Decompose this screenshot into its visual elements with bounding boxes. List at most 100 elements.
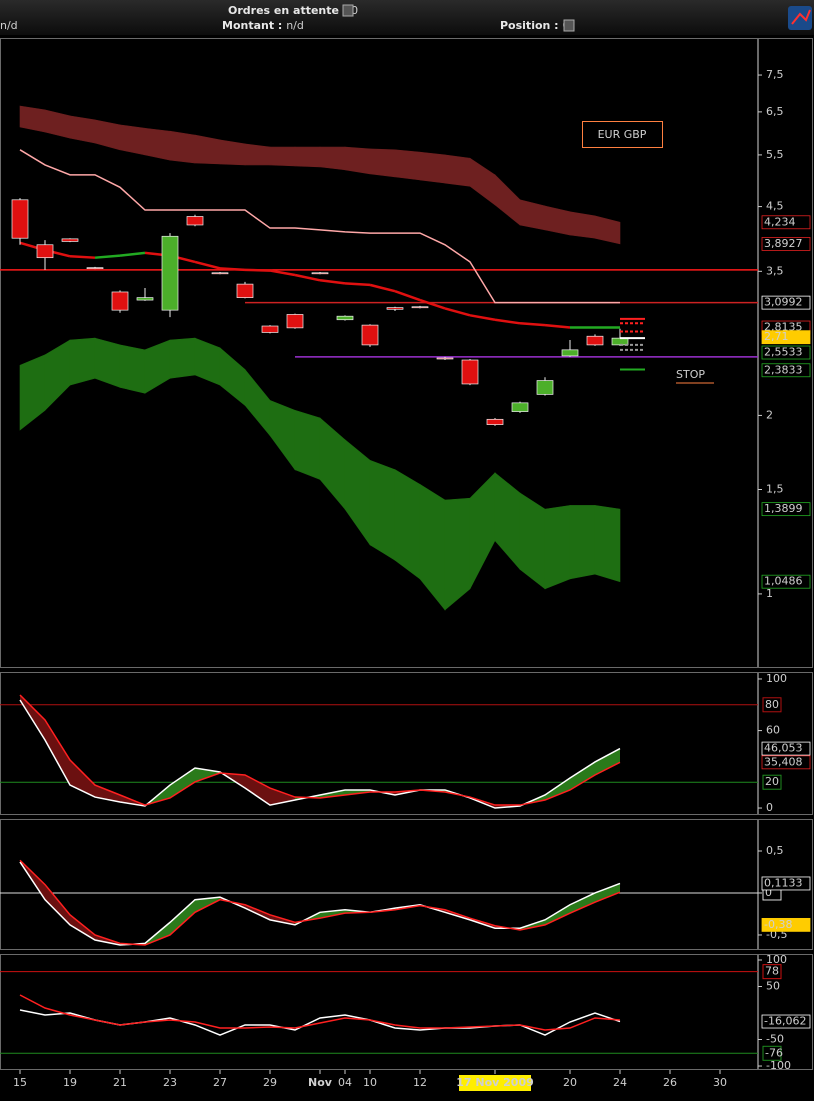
cloud-segment — [569, 505, 596, 580]
y-tick-label: 100 — [766, 672, 787, 685]
x-tick-label: 04 — [338, 1076, 352, 1089]
price-tag-label: 2,3833 — [764, 363, 803, 376]
position: Position : 0 — [500, 19, 569, 32]
cloud-segment — [419, 151, 446, 184]
indicator-line — [19, 859, 621, 946]
level-label: 20 — [765, 775, 779, 788]
cloud-segment — [394, 469, 421, 580]
x-tick-label: 12 — [413, 1076, 427, 1089]
cloud-segment — [44, 339, 71, 412]
price-tag-label: 2,5533 — [764, 346, 803, 359]
price-tag — [761, 345, 811, 360]
moving-average-segment — [369, 283, 396, 293]
cloud-segment — [144, 127, 171, 161]
x-tick-label: 20 — [563, 1076, 577, 1089]
price-tag — [761, 917, 811, 932]
price-tag — [761, 295, 811, 310]
candle-body — [36, 244, 54, 259]
y-tick-label: 60 — [766, 724, 780, 737]
cloud-segment — [69, 115, 96, 144]
moving-average-segment — [319, 279, 346, 285]
cloud-segment — [369, 459, 396, 561]
close-icon[interactable] — [342, 4, 354, 17]
indicator-line — [19, 994, 621, 1031]
fill-between — [45, 720, 70, 786]
x-tick-label: 17 Nov 2009 — [456, 1076, 534, 1089]
cloud-segment — [469, 472, 496, 589]
y-tick-label: 7,5 — [766, 68, 784, 81]
price-tag — [761, 330, 811, 345]
x-tick-label: 23 — [163, 1076, 177, 1089]
cloud-segment — [419, 483, 446, 611]
candle-body — [236, 283, 254, 298]
amount-label: Montant : — [222, 19, 282, 32]
moving-average-segment — [119, 251, 146, 257]
cloud-segment — [94, 119, 121, 151]
fill-between — [45, 884, 70, 925]
pending-orders: Ordres en attente : 0 — [228, 4, 358, 17]
candle-body — [136, 297, 154, 301]
cloud-segment — [344, 146, 371, 175]
moving-average-segment — [94, 254, 121, 259]
candle-body — [261, 325, 279, 333]
price-tag-label: 46,053 — [764, 742, 803, 755]
moving-average-segment — [444, 307, 471, 317]
candle-body — [611, 337, 629, 346]
cloud-segment — [94, 337, 121, 388]
price-tag-label: 35,408 — [764, 755, 803, 768]
cloud-segment — [344, 439, 371, 546]
cloud-segment — [369, 148, 396, 178]
candle-body — [186, 216, 204, 226]
cloud-segment — [494, 174, 521, 226]
cloud-segment — [194, 337, 221, 386]
moving-average-segment — [244, 268, 271, 272]
cloud-segment — [44, 109, 71, 139]
cloud-segment — [269, 146, 296, 167]
price-tag — [761, 1014, 811, 1029]
y-tick-label: 2 — [766, 408, 773, 421]
panel-frame — [0, 954, 758, 1070]
candle-body — [411, 306, 429, 309]
fill-between — [545, 904, 570, 925]
cloud-segment — [144, 339, 171, 394]
cloud-segment — [569, 211, 596, 239]
y-tick-label: 1 — [766, 587, 773, 600]
amount: Montant : n/d — [222, 19, 304, 32]
cloud-segment — [294, 146, 321, 168]
cloud-segment — [544, 205, 571, 236]
indicator-line — [19, 699, 621, 809]
level-label: -76 — [765, 1046, 783, 1059]
header-bar — [0, 0, 814, 35]
price-tag-label: 4,234 — [764, 215, 796, 228]
cloud-segment — [394, 149, 421, 181]
cloud-segment — [494, 472, 521, 571]
cloud-segment — [169, 337, 196, 379]
app-icon[interactable] — [788, 6, 812, 30]
x-tick-label: 27 — [213, 1076, 227, 1089]
y-tick-label: 0 — [766, 801, 773, 814]
x-tick-label: 15 — [13, 1076, 27, 1089]
position-label: Position : — [500, 19, 559, 32]
moving-average-segment — [544, 323, 571, 329]
level-box — [762, 1045, 782, 1061]
fill-between — [245, 774, 270, 806]
candle-body — [111, 291, 129, 311]
y-tick-label: 1,5 — [766, 482, 784, 495]
candle-body — [461, 359, 479, 385]
level-label: 0 — [765, 886, 772, 899]
fill-between — [570, 761, 595, 790]
cloud-segment — [219, 347, 246, 406]
moving-average-segment — [519, 322, 546, 327]
cloud-segment — [519, 492, 546, 590]
fill-between — [170, 899, 195, 935]
cloud-segment — [119, 124, 146, 156]
candle-body — [286, 314, 304, 329]
axis-frame — [758, 38, 813, 668]
cloud-segment — [594, 505, 621, 583]
overlay-line — [19, 149, 620, 304]
candle-body — [161, 235, 179, 311]
close-icon[interactable] — [563, 19, 575, 32]
candle-body — [436, 357, 454, 360]
x-tick-label: 30 — [713, 1076, 727, 1089]
moving-average-segment — [394, 290, 421, 302]
